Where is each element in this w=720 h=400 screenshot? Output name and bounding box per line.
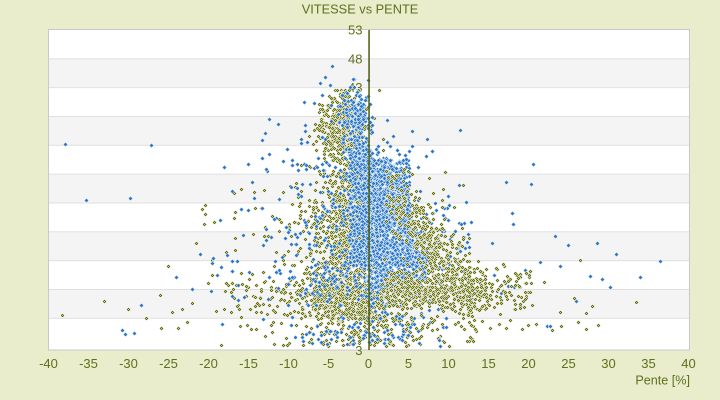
svg-text:-25: -25 <box>159 356 178 371</box>
svg-text:-35: -35 <box>79 356 98 371</box>
svg-text:-5: -5 <box>323 356 335 371</box>
svg-text:25: 25 <box>561 356 575 371</box>
svg-text:30: 30 <box>601 356 615 371</box>
svg-text:Pente [%]: Pente [%] <box>635 374 690 388</box>
svg-text:40: 40 <box>681 356 695 371</box>
svg-text:-20: -20 <box>199 356 218 371</box>
svg-text:-40: -40 <box>39 356 58 371</box>
svg-text:35: 35 <box>641 356 655 371</box>
svg-text:20: 20 <box>521 356 535 371</box>
svg-text:10: 10 <box>441 356 455 371</box>
svg-text:48: 48 <box>348 51 362 66</box>
svg-text:5: 5 <box>405 356 412 371</box>
svg-text:-10: -10 <box>279 356 298 371</box>
svg-text:-15: -15 <box>239 356 258 371</box>
svg-text:0: 0 <box>365 356 372 371</box>
svg-text:-30: -30 <box>119 356 138 371</box>
svg-text:15: 15 <box>481 356 495 371</box>
svg-text:VITESSE vs PENTE: VITESSE vs PENTE <box>302 2 419 17</box>
svg-text:53: 53 <box>348 23 362 38</box>
